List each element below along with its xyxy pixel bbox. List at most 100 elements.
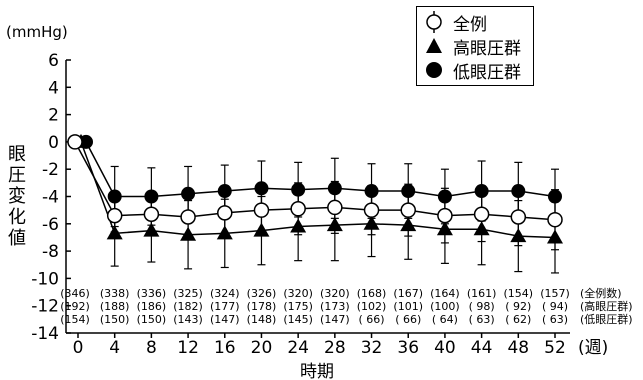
- legend: 全例 高眼圧群 低眼圧群: [416, 6, 534, 86]
- sample-size-value: (167): [393, 287, 423, 300]
- x-unit-label: (週): [578, 338, 608, 358]
- sample-size-value: (324): [210, 287, 240, 300]
- series-group: [67, 133, 563, 274]
- x-tick-label: 40: [434, 338, 456, 358]
- y-tick-label: 0: [48, 133, 59, 153]
- sample-size-value: (150): [100, 313, 130, 326]
- y-tick-label: -6: [42, 215, 59, 235]
- legend-item-high: 高眼圧群: [423, 35, 521, 59]
- data-point-open-circle: [290, 201, 306, 217]
- sample-size-value: (336): [137, 287, 167, 300]
- y-tick-label: 4: [48, 78, 59, 98]
- y-tick-label: -2: [42, 160, 59, 180]
- sample-size-value: (100): [430, 300, 460, 313]
- sample-size-value: (346): [60, 287, 90, 300]
- y-tick-label: -8: [42, 242, 59, 262]
- sample-size-value: ( 64): [432, 313, 458, 326]
- sample-size-value: ( 66): [358, 313, 384, 326]
- x-tick-label: 32: [361, 338, 383, 358]
- x-axis-label: 時期: [300, 362, 334, 380]
- sample-size-table: (346) (338) (336) (325) (324) (326) (320) (320)…: [60, 286, 632, 326]
- sample-size-value: ( 63): [542, 313, 568, 326]
- x-tick-label: 52: [544, 338, 566, 358]
- x-tick-label: 20: [251, 338, 273, 358]
- y-tick-label: -12: [31, 297, 59, 317]
- series-filled-triangle: [73, 133, 563, 274]
- data-point-open-circle: [363, 202, 380, 218]
- sample-size-value: ( 92): [505, 300, 531, 313]
- sample-size-value: ( 63): [469, 313, 495, 326]
- data-point-open-circle: [473, 206, 490, 222]
- y-tick-label: 2: [48, 106, 59, 126]
- filled-triangle-marker-icon: [426, 38, 442, 53]
- x-tick-label: 28: [324, 338, 346, 358]
- x-tick-label: 12: [177, 338, 199, 358]
- sample-size-value: (338): [100, 287, 130, 300]
- sample-size-value: (154): [504, 287, 534, 300]
- y-axis-label-char: 値: [8, 228, 26, 249]
- sample-size-value: (147): [210, 313, 240, 326]
- sample-size-value: (148): [247, 313, 277, 326]
- x-tick-label: 4: [109, 338, 120, 358]
- sample-size-value: (147): [320, 313, 350, 326]
- sample-size-value: (173): [320, 300, 350, 313]
- sample-size-value: (175): [283, 300, 313, 313]
- sample-size-value: (320): [320, 287, 350, 300]
- sample-size-value: (186): [137, 300, 167, 313]
- filled-circle-marker-icon: [426, 62, 442, 78]
- x-tick-label: 0: [73, 338, 84, 358]
- y-axis-label-char: 化: [8, 207, 26, 228]
- data-point-open-circle: [437, 207, 453, 224]
- sample-size-value: (161): [467, 287, 497, 300]
- y-tick-label: -10: [31, 269, 59, 289]
- sample-size-value: (192): [60, 300, 90, 313]
- y-axis-label-char: 圧: [8, 165, 26, 186]
- data-point-open-circle: [327, 199, 343, 216]
- data-point-open-circle: [510, 209, 527, 225]
- sample-size-value: ( 98): [469, 300, 495, 313]
- series-open-circle: [67, 134, 563, 251]
- data-point-open-circle: [547, 211, 563, 228]
- sample-size-value: (178): [247, 300, 277, 313]
- x-tick-label: 24: [287, 338, 309, 358]
- data-point-open-circle: [217, 205, 233, 221]
- data-point-filled-circle: [107, 189, 122, 204]
- legend-item-all: 全例: [423, 11, 487, 35]
- sample-size-value: (143): [173, 313, 203, 326]
- sample-size-row-label: (低眼圧群): [580, 312, 633, 326]
- data-point-filled-circle: [181, 186, 196, 201]
- x-tick-label: 36: [397, 338, 419, 358]
- sample-size-value: (326): [247, 287, 277, 300]
- y-unit-label: (mmHg): [6, 23, 68, 41]
- data-point-open-circle: [106, 207, 123, 224]
- sample-size-value: ( 94): [542, 300, 568, 313]
- sample-size-value: (157): [540, 287, 570, 300]
- sample-size-value: (188): [100, 300, 130, 313]
- data-point-open-circle: [400, 202, 416, 218]
- series-line: [80, 141, 556, 239]
- legend-label: 高眼圧群: [453, 38, 521, 59]
- y-tick-label: -14: [31, 324, 59, 344]
- x-tick-label: 16: [214, 338, 236, 358]
- data-point-open-circle: [253, 202, 270, 218]
- sample-size-row-label: (全例数): [580, 286, 622, 300]
- data-point-filled-circle: [79, 134, 93, 149]
- sample-size-value: (145): [283, 313, 313, 326]
- y-tick-label: -4: [42, 188, 59, 208]
- legend-label: 全例: [453, 14, 487, 35]
- sample-size-value: (182): [173, 300, 203, 313]
- sample-size-value: (102): [357, 300, 387, 313]
- x-tick-label: 48: [507, 338, 529, 358]
- y-axis-label-char: 眼: [8, 144, 26, 165]
- data-point-open-circle: [180, 209, 196, 225]
- x-tick-label: 8: [146, 338, 157, 358]
- legend-item-low: 低眼圧群: [423, 59, 521, 83]
- sample-size-value: (320): [283, 287, 313, 300]
- sample-size-value: (325): [173, 287, 203, 300]
- open-circle-marker-icon: [426, 11, 442, 33]
- y-tick-label: 6: [48, 51, 59, 71]
- sample-size-value: (164): [430, 287, 460, 300]
- data-point-open-circle: [143, 206, 160, 222]
